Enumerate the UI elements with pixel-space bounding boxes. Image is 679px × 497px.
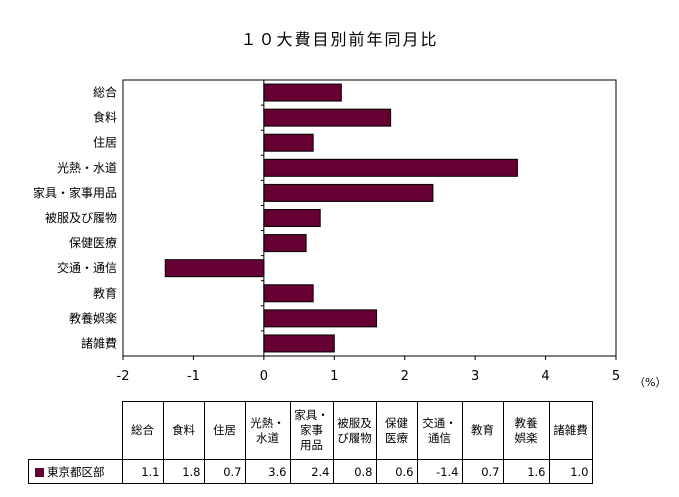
category-label: 教養娯楽 — [69, 310, 117, 325]
column-header: 家具・ 家事 用品 — [289, 401, 334, 460]
table-cell: -1.4 — [416, 459, 463, 484]
table-cell: 1.0 — [548, 459, 593, 484]
column-header: 被服及 び履物 — [332, 401, 377, 460]
table-cell: 0.7 — [461, 459, 504, 484]
x-tick-label: 4 — [541, 369, 549, 384]
column-header-line: 家事 — [300, 423, 323, 437]
category-label: 光熱・水道 — [57, 161, 117, 175]
category-label: 交通・通信 — [57, 260, 117, 275]
column-header: 総合 — [121, 401, 164, 460]
bar — [164, 259, 265, 278]
column-header-line: 諸雑費 — [553, 423, 588, 437]
category-label: 教育 — [93, 285, 117, 300]
column-header: 諸雑費 — [548, 401, 593, 460]
x-tick-label: -2 — [117, 369, 130, 384]
series-legend-cell: 東京都区部 — [28, 459, 123, 484]
column-header-line: 通信 — [428, 430, 451, 445]
column-header-line: 保健 — [385, 415, 408, 430]
category-label: 諸雑費 — [81, 335, 117, 350]
category-label: 家具・家事用品 — [33, 185, 117, 200]
table-cell: 0.7 — [203, 459, 246, 484]
x-tick-label: 3 — [471, 369, 479, 384]
category-label: 食料 — [93, 110, 117, 125]
table-cell: 1.6 — [502, 459, 550, 484]
column-header-line: 交通・ — [422, 415, 457, 430]
column-header-line: 住居 — [213, 423, 236, 437]
column-header-line: 被服及 — [337, 415, 372, 430]
column-header-line: 用品 — [300, 438, 323, 452]
column-header-line: 医療 — [385, 430, 408, 445]
column-header-line: 食料 — [172, 423, 195, 437]
bar — [263, 334, 335, 353]
category-label: 総合 — [93, 85, 117, 100]
unit-label: （%） — [634, 376, 666, 389]
x-tick-label: 5 — [612, 369, 620, 384]
bar — [263, 234, 307, 253]
table-cell: 2.4 — [289, 459, 334, 484]
series-label: 東京都区部 — [47, 464, 105, 479]
x-tick-label: 2 — [401, 369, 409, 384]
data-table: 総合 食料 住居 光熱・ 水道 家具・ 家事 用品 被服及 び履物 保健 医療 交通・ 通信 教育 教養 娯楽諸… — [28, 401, 593, 484]
column-header: 食料 — [162, 401, 205, 460]
column-header-line: 教養 — [514, 415, 538, 430]
column-header: 保健 医療 — [375, 401, 418, 460]
column-header: 交通・ 通信 — [416, 401, 463, 460]
legend-swatch — [35, 467, 44, 477]
column-header: 教養 娯楽 — [502, 401, 550, 460]
x-tick-label: 1 — [330, 369, 338, 384]
x-tick-label: -1 — [187, 369, 200, 384]
table-cell: 1.8 — [162, 459, 205, 484]
bar — [263, 133, 314, 152]
category-label: 被服及び履物 — [45, 211, 117, 225]
bar — [263, 284, 314, 303]
table-cell: 1.1 — [121, 459, 164, 484]
table-cell: 3.6 — [244, 459, 291, 484]
column-header-line: び履物 — [337, 430, 372, 445]
table-row: 東京都区部 1.1 1.8 0.7 3.6 2.4 0.8 0.6 -1.4 0.7 1.6 1.0 — [28, 459, 593, 484]
bar — [263, 209, 321, 227]
column-header-line: 総合 — [131, 423, 154, 437]
category-label: 保健医療 — [69, 236, 117, 250]
chart-title: １０大費目別前年同月比 — [240, 30, 439, 49]
bar — [263, 309, 378, 328]
bar — [263, 83, 342, 102]
column-header: 光熱・ 水道 — [244, 401, 291, 460]
table-corner — [28, 401, 123, 460]
table-cell: 0.8 — [332, 459, 377, 484]
column-header: 教育 — [461, 401, 504, 460]
column-header-line: 水道 — [256, 430, 279, 445]
table-cell: 0.6 — [375, 459, 418, 484]
plot-area — [122, 79, 617, 357]
bar-chart: 総合食料住居光熱・水道家具・家事用品被服及び履物保健医療交通・通信教育教養娯楽諸… — [33, 79, 666, 389]
bar — [263, 183, 434, 202]
column-header-line: 光熱・ — [250, 415, 285, 430]
table-header-row: 総合 食料 住居 光熱・ 水道 家具・ 家事 用品 被服及 び履物 保健 医療 交通・ 通信 教育 教養 娯楽諸… — [28, 401, 593, 460]
column-header: 住居 — [203, 401, 246, 460]
column-header-line: 娯楽 — [514, 430, 538, 445]
bar — [263, 108, 392, 127]
x-tick-label: 0 — [260, 369, 268, 384]
column-header-line: 教育 — [471, 423, 494, 437]
bar — [263, 158, 518, 177]
category-label: 住居 — [93, 136, 117, 150]
column-header-line: 家具・ — [294, 408, 329, 422]
